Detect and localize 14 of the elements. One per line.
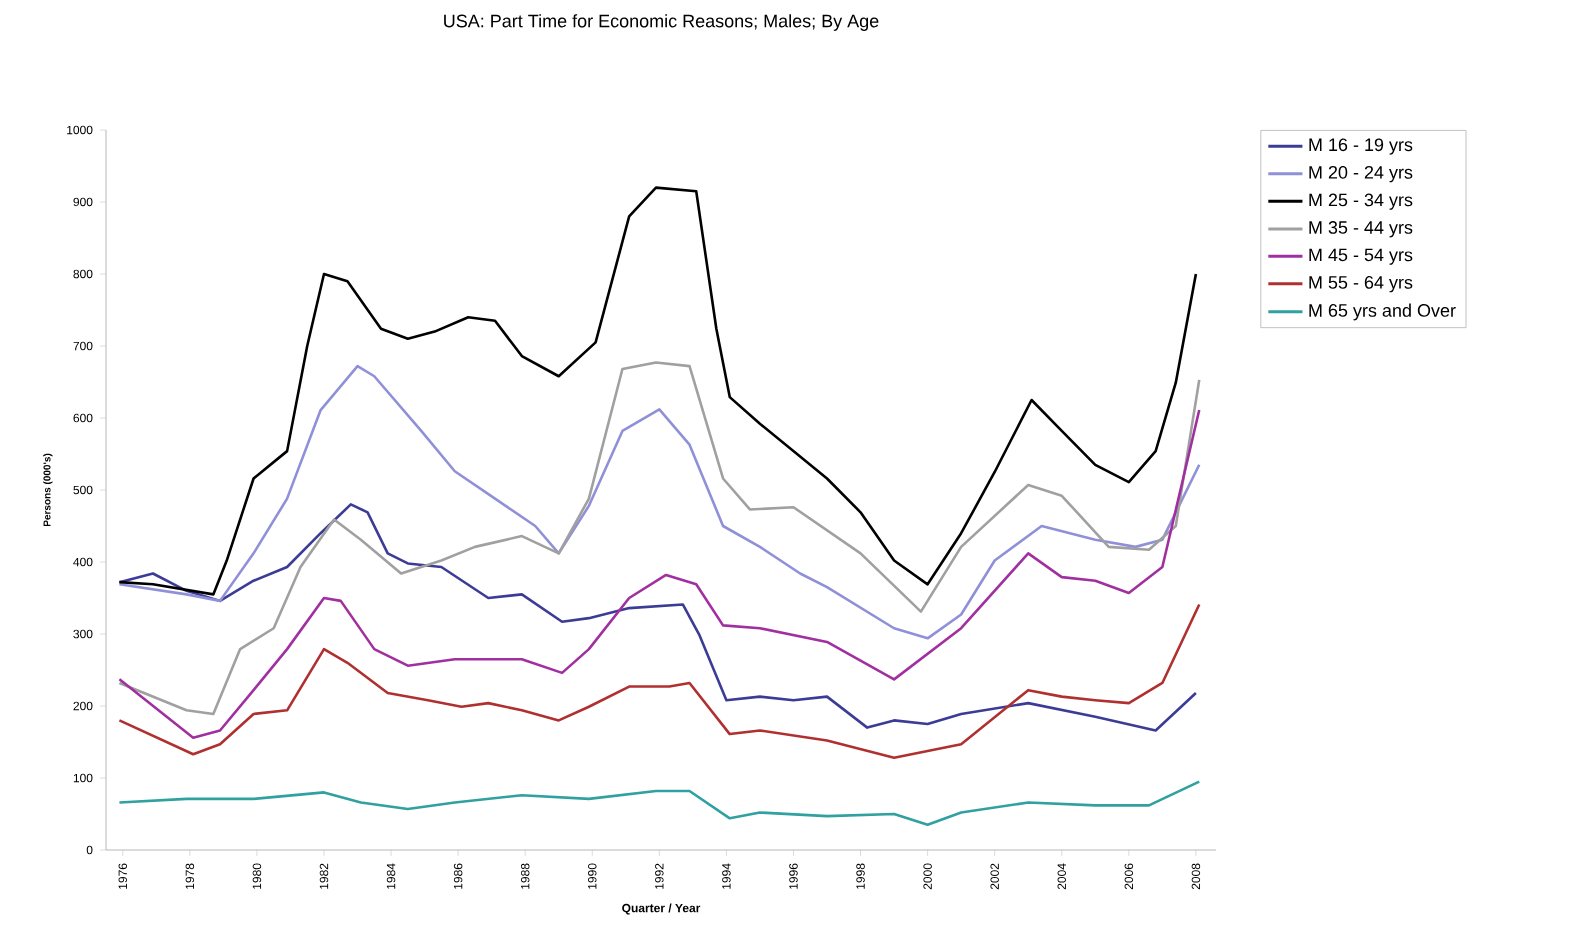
line-series (118, 186, 1198, 596)
line-series (118, 364, 1201, 640)
line-series (118, 361, 1201, 716)
legend-label: M 20 - 24 yrs (1309, 165, 1413, 183)
legend-label: M 65 yrs and Over (1309, 303, 1456, 321)
legend-label: M 16 - 19 yrs (1309, 138, 1413, 155)
legend-label: M 35 - 44 yrs (1309, 221, 1413, 238)
line-series (118, 503, 1198, 732)
line-series (118, 780, 1201, 827)
legend-label: M 55 - 64 yrs (1309, 276, 1413, 293)
line-series (118, 603, 1201, 760)
legend-label: M 45 - 54 yrs (1309, 248, 1413, 265)
legend-label: M 25 - 34 yrs (1309, 193, 1413, 210)
chart-title: USA: Part Time for Economic Reasons; Males; By Age (444, 14, 879, 31)
